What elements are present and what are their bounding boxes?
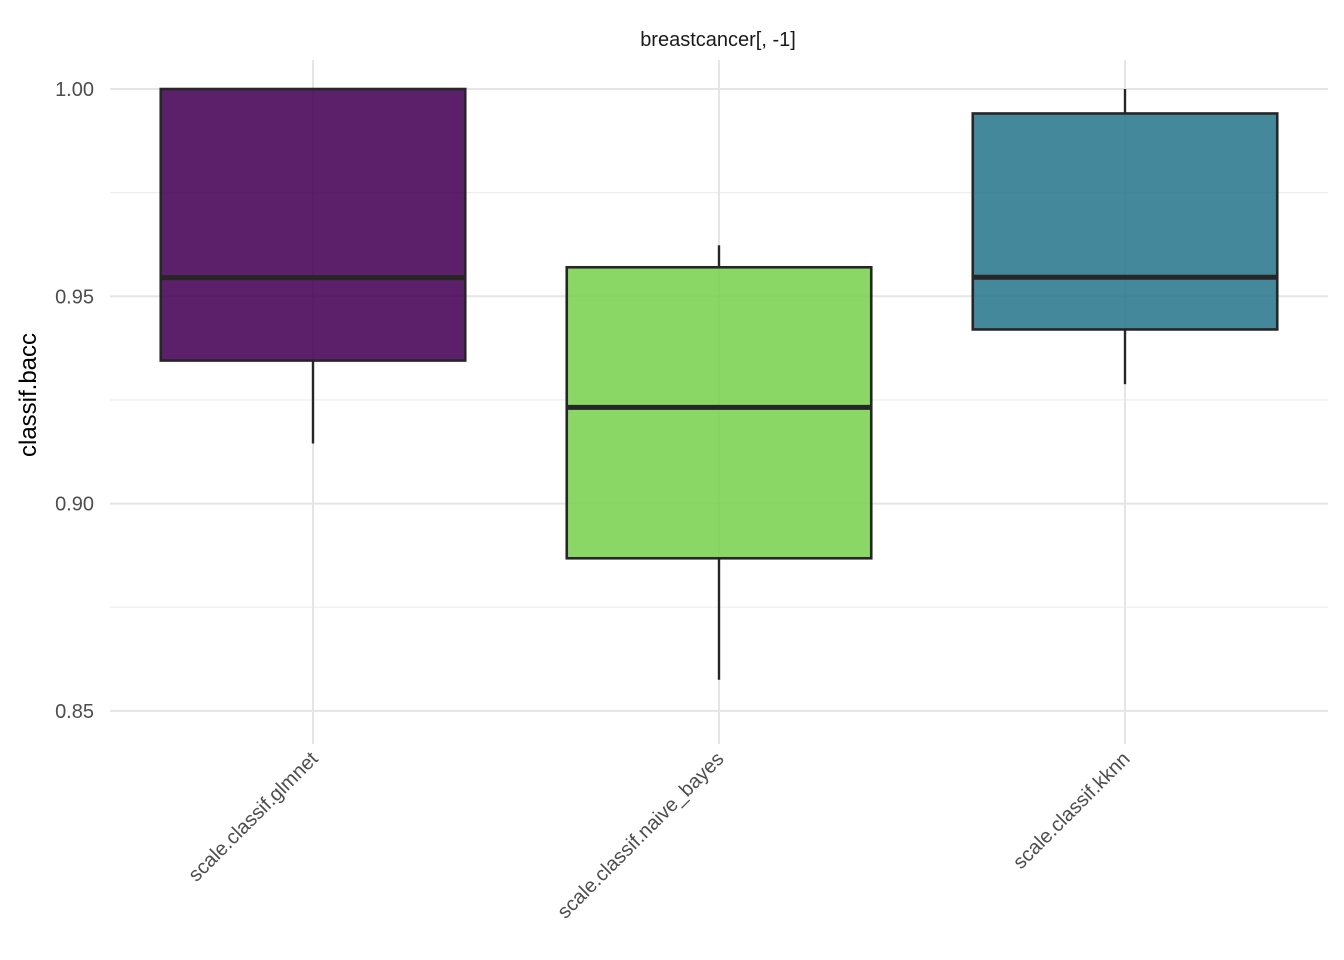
y-tick-label: 0.90 (55, 494, 94, 516)
box-body (971, 112, 1279, 331)
x-tick-label: scale.classif.glmnet (184, 748, 322, 886)
y-tick-label: 0.95 (55, 286, 94, 308)
box-scale.classif.glmnet (159, 87, 467, 444)
y-axis-title: classif.bacc (15, 333, 42, 457)
y-tick-label: 0.85 (55, 701, 94, 723)
x-tick-label: scale.classif.naive_bayes (553, 748, 728, 923)
y-tick-label: 1.00 (55, 79, 94, 101)
box-scale.classif.kknn (971, 89, 1279, 385)
box-body (159, 87, 467, 362)
boxes (159, 87, 1279, 680)
x-tick-label: scale.classif.kknn (1009, 748, 1135, 874)
x-axis: scale.classif.glmnet scale.classif.naive_… (184, 748, 1134, 923)
box-scale.classif.naive_bayes (565, 245, 873, 680)
panel-title: breastcancer[, -1] (640, 29, 796, 51)
box-body (565, 265, 873, 560)
y-axis: 0.85 0.90 0.95 1.00 (55, 79, 94, 723)
